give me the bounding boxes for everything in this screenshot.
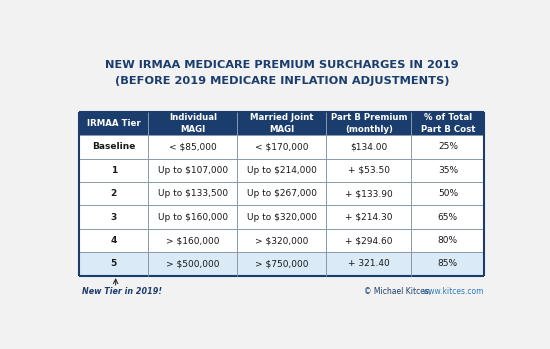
Text: % of Total
Part B Cost: % of Total Part B Cost (421, 113, 475, 134)
Text: 2: 2 (111, 189, 117, 198)
Text: Up to $267,000: Up to $267,000 (247, 189, 317, 198)
Bar (79, 182, 485, 206)
Text: 65%: 65% (438, 213, 458, 222)
Bar (79, 229, 485, 252)
Text: Up to $214,000: Up to $214,000 (247, 166, 317, 175)
Text: > $500,000: > $500,000 (166, 259, 219, 268)
Text: + 321.40: + 321.40 (348, 259, 390, 268)
Text: Baseline: Baseline (92, 142, 135, 151)
Text: + $214.30: + $214.30 (345, 213, 393, 222)
Text: > $750,000: > $750,000 (255, 259, 309, 268)
Text: 25%: 25% (438, 142, 458, 151)
Text: Married Joint
MAGI: Married Joint MAGI (250, 113, 313, 134)
Text: + $294.60: + $294.60 (345, 236, 393, 245)
Text: NEW IRMAA MEDICARE PREMIUM SURCHARGES IN 2019: NEW IRMAA MEDICARE PREMIUM SURCHARGES IN… (105, 60, 459, 70)
Text: + $53.50: + $53.50 (348, 166, 390, 175)
Text: $134.00: $134.00 (350, 142, 388, 151)
Text: < $85,000: < $85,000 (169, 142, 217, 151)
Text: 5: 5 (111, 259, 117, 268)
Text: New Tier in 2019!: New Tier in 2019! (81, 287, 162, 296)
Text: IRMAA Tier: IRMAA Tier (87, 119, 141, 128)
Bar (79, 252, 485, 276)
Bar (79, 206, 485, 229)
Text: 1: 1 (111, 166, 117, 175)
Text: 35%: 35% (438, 166, 458, 175)
Text: < $170,000: < $170,000 (255, 142, 309, 151)
Bar (79, 158, 485, 182)
Bar (79, 135, 485, 158)
Text: 3: 3 (111, 213, 117, 222)
Text: (BEFORE 2019 MEDICARE INFLATION ADJUSTMENTS): (BEFORE 2019 MEDICARE INFLATION ADJUSTME… (114, 76, 449, 86)
Text: 85%: 85% (438, 259, 458, 268)
Text: 4: 4 (111, 236, 117, 245)
Text: Up to $107,000: Up to $107,000 (158, 166, 228, 175)
Text: Part B Premium
(monthly): Part B Premium (monthly) (331, 113, 407, 134)
Text: Up to $160,000: Up to $160,000 (158, 213, 228, 222)
Text: 80%: 80% (438, 236, 458, 245)
Text: + $133.90: + $133.90 (345, 189, 393, 198)
Text: © Michael Kitces,: © Michael Kitces, (364, 287, 433, 296)
Text: > $160,000: > $160,000 (166, 236, 219, 245)
Text: > $320,000: > $320,000 (255, 236, 309, 245)
Text: Individual
MAGI: Individual MAGI (169, 113, 217, 134)
Text: Up to $133,500: Up to $133,500 (158, 189, 228, 198)
Text: 50%: 50% (438, 189, 458, 198)
Text: www.kitces.com: www.kitces.com (423, 287, 485, 296)
Bar (79, 112, 485, 135)
Text: Up to $320,000: Up to $320,000 (247, 213, 317, 222)
